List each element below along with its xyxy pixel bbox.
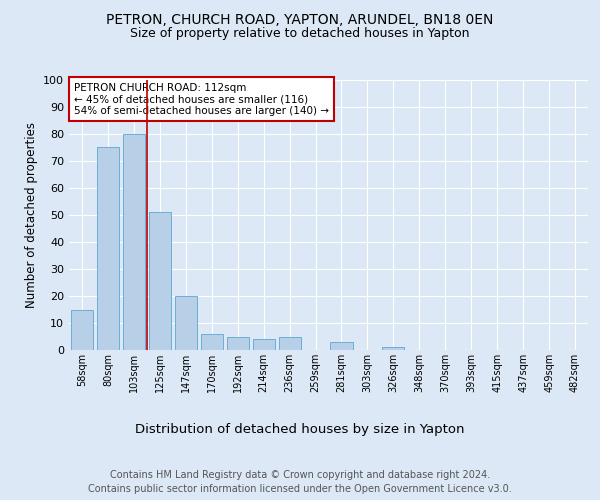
Text: Size of property relative to detached houses in Yapton: Size of property relative to detached ho… (130, 28, 470, 40)
Bar (97, 148, 119, 350)
Text: Distribution of detached houses by size in Yapton: Distribution of detached houses by size … (135, 422, 465, 436)
Text: PETRON CHURCH ROAD: 112sqm
← 45% of detached houses are smaller (116)
54% of sem: PETRON CHURCH ROAD: 112sqm ← 45% of deta… (74, 82, 329, 116)
Bar (175, 296, 197, 350)
Bar (149, 212, 171, 350)
Y-axis label: Number of detached properties: Number of detached properties (25, 122, 38, 308)
Text: PETRON, CHURCH ROAD, YAPTON, ARUNDEL, BN18 0EN: PETRON, CHURCH ROAD, YAPTON, ARUNDEL, BN… (106, 12, 494, 26)
Text: Contains HM Land Registry data © Crown copyright and database right 2024.
Contai: Contains HM Land Registry data © Crown c… (88, 470, 512, 494)
Bar (278, 336, 301, 350)
Bar (382, 348, 404, 350)
Bar (331, 342, 353, 350)
Bar (253, 339, 275, 350)
Bar (227, 336, 249, 350)
Bar (200, 334, 223, 350)
Bar (123, 134, 145, 350)
Bar (71, 310, 93, 350)
